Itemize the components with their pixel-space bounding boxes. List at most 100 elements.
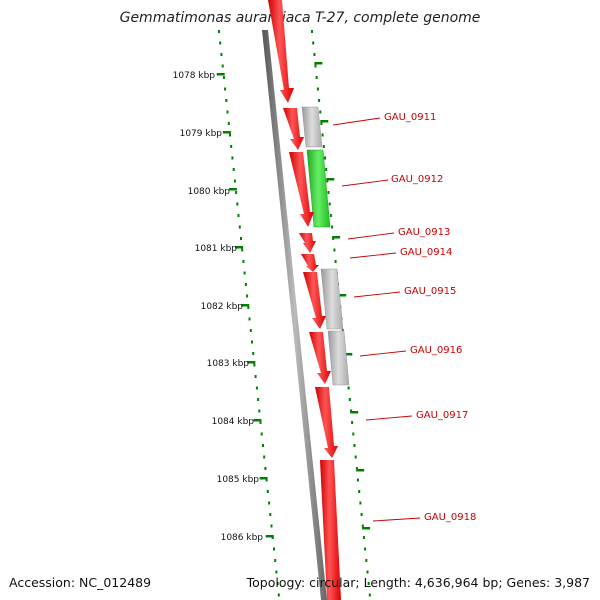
- gene-arrow: [303, 272, 326, 329]
- minor-tick: [313, 53, 316, 56]
- gene-label: GAU_0916: [410, 345, 462, 356]
- minor-tick: [361, 524, 364, 528]
- major-tick: [344, 353, 353, 356]
- minor-tick: [351, 421, 354, 424]
- kbp-label: 1083 kbp: [207, 359, 250, 369]
- minor-tick: [227, 122, 230, 125]
- accession-text: Accession: NC_012489: [9, 575, 152, 590]
- leader-line: [353, 291, 401, 298]
- major-tick: [241, 304, 250, 307]
- gene-label: GAU_0918: [424, 512, 476, 523]
- gene-arrows: [268, 0, 341, 600]
- gene-arrow: [283, 108, 304, 150]
- minor-tick: [247, 306, 250, 309]
- minor-tick: [353, 444, 356, 447]
- minor-tick: [273, 547, 275, 551]
- minor-tick: [265, 478, 268, 482]
- major-tick: [332, 236, 341, 239]
- major-tick: [253, 419, 262, 422]
- cds-feature-green: [306, 149, 331, 228]
- minor-tick: [325, 168, 328, 171]
- minor-tick: [220, 53, 223, 56]
- minor-tick: [359, 501, 362, 505]
- minor-tick: [358, 490, 361, 493]
- minor-tick: [322, 145, 325, 148]
- kbp-scale: 1078 kbp 1079 kbp 1080 kbp 1081 kbp 1082…: [173, 71, 264, 543]
- minor-tick: [352, 432, 355, 436]
- minor-tick: [366, 570, 369, 574]
- minor-tick: [246, 294, 249, 298]
- minor-tick: [318, 99, 321, 102]
- major-tick: [228, 188, 237, 191]
- minor-tick: [334, 260, 337, 263]
- kbp-label: 1080 kbp: [188, 187, 231, 197]
- major-tick: [216, 73, 225, 76]
- minor-tick: [251, 340, 253, 344]
- minor-tick: [360, 513, 363, 516]
- minor-tick: [248, 317, 251, 321]
- minor-tick: [368, 593, 371, 597]
- minor-tick: [238, 225, 241, 229]
- minor-tick: [259, 421, 262, 424]
- gene-arrow: [299, 233, 316, 253]
- minor-tick: [244, 283, 247, 286]
- kbp-label: 1081 kbp: [195, 244, 238, 254]
- minor-tick: [277, 593, 280, 597]
- major-tick: [259, 477, 268, 480]
- minor-tick: [257, 398, 260, 401]
- minor-tick: [229, 133, 231, 137]
- minor-tick: [314, 64, 317, 68]
- minor-tick: [276, 582, 279, 585]
- gene-label: GAU_0914: [400, 247, 452, 258]
- gene-labels: GAU_0911 GAU_0912 GAU_0913 GAU_0914 GAU_…: [384, 112, 476, 523]
- minor-tick: [253, 363, 256, 367]
- major-tick: [320, 120, 329, 123]
- minor-tick: [312, 41, 315, 45]
- minor-tick: [270, 524, 273, 528]
- major-tick: [222, 131, 231, 134]
- genome-backbone: [262, 30, 327, 600]
- minor-tick: [355, 467, 358, 470]
- minor-tick: [320, 122, 323, 125]
- minor-tick: [249, 329, 252, 332]
- minor-tick: [319, 110, 322, 114]
- minor-tick: [326, 179, 329, 183]
- minor-tick: [362, 536, 365, 539]
- minor-tick: [316, 87, 319, 91]
- minor-tick: [219, 41, 222, 45]
- minor-tick: [254, 375, 257, 378]
- leader-line: [341, 179, 389, 187]
- minor-tick: [311, 30, 313, 33]
- major-tick: [362, 527, 371, 530]
- minor-tick: [315, 76, 318, 79]
- minor-tick: [341, 329, 344, 332]
- major-tick: [235, 246, 243, 249]
- kbp-label: 1082 kbp: [201, 302, 244, 312]
- minor-tick: [255, 386, 258, 390]
- minor-tick: [218, 30, 220, 33]
- cds-feature-gray: [327, 330, 350, 386]
- minor-tick: [275, 570, 278, 574]
- gene-arrow: [315, 387, 338, 458]
- gene-arrow: [320, 460, 341, 600]
- gene-label: GAU_0917: [416, 410, 468, 421]
- leader-line: [349, 252, 397, 259]
- minor-tick: [357, 478, 359, 482]
- minor-tick: [328, 202, 331, 206]
- kbp-label: 1079 kbp: [180, 129, 223, 139]
- major-tick: [350, 411, 359, 414]
- minor-tick: [252, 352, 255, 355]
- kbp-label: 1085 kbp: [217, 475, 260, 485]
- cds-feature-gray: [301, 106, 323, 148]
- gene-arrow: [268, 0, 294, 103]
- minor-tick: [264, 467, 267, 470]
- minor-tick: [241, 248, 244, 252]
- minor-tick: [321, 133, 324, 137]
- minor-tick: [221, 64, 224, 68]
- gene-label: GAU_0913: [398, 227, 450, 238]
- major-tick: [314, 62, 323, 65]
- leader-line: [347, 232, 395, 240]
- leader-line: [332, 117, 381, 126]
- major-tick: [338, 294, 347, 297]
